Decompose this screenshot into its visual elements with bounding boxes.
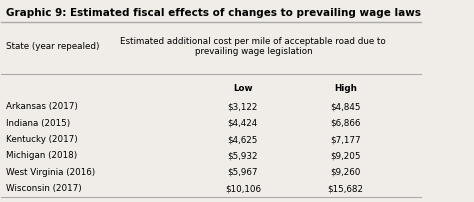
Text: $4,424: $4,424 (228, 119, 258, 128)
Text: Michigan (2018): Michigan (2018) (6, 152, 77, 160)
Text: $9,205: $9,205 (330, 152, 361, 160)
Text: State (year repealed): State (year repealed) (6, 42, 99, 51)
Text: Arkansas (2017): Arkansas (2017) (6, 102, 77, 112)
Text: West Virginia (2016): West Virginia (2016) (6, 168, 95, 177)
Text: $15,682: $15,682 (328, 184, 364, 193)
Text: $10,106: $10,106 (225, 184, 261, 193)
Text: $3,122: $3,122 (228, 102, 258, 112)
Text: $5,967: $5,967 (228, 168, 258, 177)
Text: Estimated additional cost per mile of acceptable road due to
prevailing wage leg: Estimated additional cost per mile of ac… (120, 37, 386, 56)
Text: Wisconsin (2017): Wisconsin (2017) (6, 184, 82, 193)
Text: Low: Low (233, 84, 253, 93)
Text: $9,260: $9,260 (330, 168, 361, 177)
Text: $7,177: $7,177 (330, 135, 361, 144)
Text: $6,866: $6,866 (330, 119, 361, 128)
Text: $5,932: $5,932 (228, 152, 258, 160)
Text: High: High (334, 84, 357, 93)
Text: Indiana (2015): Indiana (2015) (6, 119, 70, 128)
Text: Graphic 9: Estimated fiscal effects of changes to prevailing wage laws: Graphic 9: Estimated fiscal effects of c… (6, 8, 420, 18)
Text: $4,845: $4,845 (330, 102, 361, 112)
Text: Kentucky (2017): Kentucky (2017) (6, 135, 77, 144)
Text: $4,625: $4,625 (228, 135, 258, 144)
